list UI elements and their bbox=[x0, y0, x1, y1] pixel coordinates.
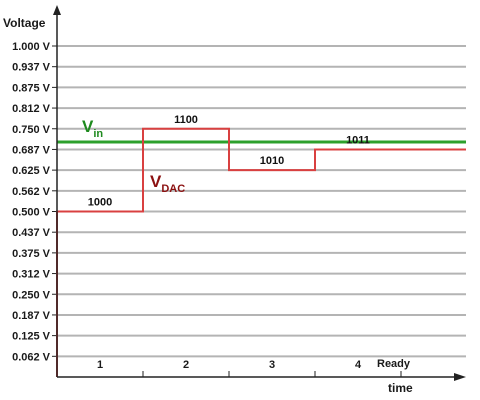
x-axis-title: time bbox=[388, 381, 413, 395]
vdac-series-line bbox=[56, 127, 466, 377]
dac-code-label: 1100 bbox=[174, 114, 198, 126]
vdac-series-label-sub: DAC bbox=[161, 183, 185, 195]
y-tick-label: 0.437 V bbox=[12, 227, 51, 239]
y-tick-labels: 0.062 V 0.125 V 0.187 V 0.250 V 0.312 V 0.375… bbox=[12, 41, 51, 363]
dac-code-label: 1000 bbox=[88, 197, 112, 209]
grid-lines bbox=[52, 45, 466, 358]
axes bbox=[53, 5, 466, 381]
x-step-label: 1 bbox=[97, 359, 103, 371]
y-tick-label: 0.250 V bbox=[12, 289, 51, 301]
y-tick-label: 0.625 V bbox=[12, 165, 51, 177]
y-tick-label: 0.312 V bbox=[12, 269, 51, 281]
y-tick-label: 0.375 V bbox=[12, 248, 51, 260]
vin-series-label-sub: in bbox=[93, 128, 103, 140]
y-tick-label: 0.812 V bbox=[12, 103, 51, 115]
y-tick-label: 0.500 V bbox=[12, 207, 51, 219]
code-labels: 1000 1100 1010 1011 bbox=[88, 114, 370, 209]
y-axis-arrow-icon bbox=[53, 5, 61, 15]
y-tick-label: 0.875 V bbox=[12, 82, 51, 94]
y-tick-label: 0.687 V bbox=[12, 144, 51, 156]
vdac-series-label-main: V bbox=[150, 172, 162, 191]
y-tick-label: 0.937 V bbox=[12, 62, 51, 74]
dac-code-label: 1011 bbox=[346, 134, 370, 146]
y-tick-label: 0.562 V bbox=[12, 186, 51, 198]
x-axis-arrow-icon bbox=[454, 373, 466, 381]
x-step-label: 3 bbox=[269, 359, 275, 371]
y-tick-label: 0.125 V bbox=[12, 331, 51, 343]
x-step-labels: 1 2 3 4 bbox=[97, 359, 402, 377]
y-tick-label: 0.750 V bbox=[12, 124, 51, 136]
series-lines bbox=[56, 127, 466, 377]
y-tick-label: 1.000 V bbox=[12, 41, 51, 53]
vin-series-label: Vin bbox=[82, 117, 103, 140]
x-step-label: 2 bbox=[183, 359, 189, 371]
y-tick-label: 0.062 V bbox=[12, 351, 51, 363]
y-tick-label: 0.187 V bbox=[12, 310, 51, 322]
dac-code-label: 1010 bbox=[260, 155, 284, 167]
vin-series-label-main: V bbox=[82, 117, 94, 136]
vdac-series-label: VDAC bbox=[150, 172, 185, 195]
x-step-label: 4 bbox=[355, 359, 362, 371]
y-axis-title: Voltage bbox=[3, 16, 46, 30]
ready-label: Ready bbox=[377, 358, 411, 370]
